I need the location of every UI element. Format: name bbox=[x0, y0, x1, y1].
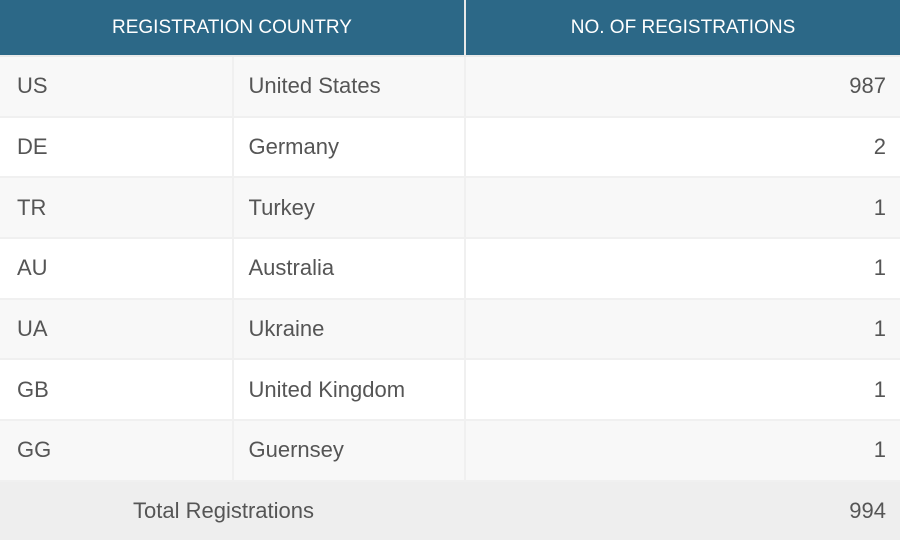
country-name: United Kingdom bbox=[232, 359, 466, 422]
table-row: DE Germany 2 bbox=[0, 116, 900, 179]
table-header: REGISTRATION COUNTRY NO. OF REGISTRATION… bbox=[0, 0, 900, 57]
table-row: AU Australia 1 bbox=[0, 238, 900, 300]
country-name: Turkey bbox=[232, 177, 466, 240]
registration-count: 1 bbox=[465, 420, 900, 482]
country-code: TR bbox=[0, 177, 234, 240]
registration-count: 1 bbox=[465, 298, 900, 361]
country-code: US bbox=[0, 56, 234, 118]
table-row: UA Ukraine 1 bbox=[0, 298, 900, 361]
total-value: 994 bbox=[465, 480, 900, 540]
table-row: GG Guernsey 1 bbox=[0, 420, 900, 482]
country-name: Guernsey bbox=[232, 420, 466, 482]
country-code: AU bbox=[0, 238, 234, 300]
total-row: Total Registrations 994 bbox=[0, 480, 900, 540]
table-row: US United States 987 bbox=[0, 56, 900, 118]
country-code: DE bbox=[0, 116, 234, 179]
country-name: Ukraine bbox=[232, 298, 466, 361]
registration-count: 2 bbox=[465, 116, 900, 179]
registration-count: 1 bbox=[465, 177, 900, 240]
total-label: Total Registrations bbox=[0, 480, 465, 540]
registration-count: 1 bbox=[465, 359, 900, 422]
registration-count: 987 bbox=[465, 56, 900, 118]
header-no-of-registrations[interactable]: NO. OF REGISTRATIONS bbox=[465, 0, 900, 57]
header-registration-country[interactable]: REGISTRATION COUNTRY bbox=[0, 0, 466, 57]
country-code: GG bbox=[0, 420, 234, 482]
country-name: United States bbox=[232, 56, 466, 118]
country-code: UA bbox=[0, 298, 234, 361]
table-row: GB United Kingdom 1 bbox=[0, 359, 900, 422]
table-row: TR Turkey 1 bbox=[0, 177, 900, 240]
country-code: GB bbox=[0, 359, 234, 422]
country-name: Germany bbox=[232, 116, 466, 179]
registration-count: 1 bbox=[465, 238, 900, 300]
country-name: Australia bbox=[232, 238, 466, 300]
